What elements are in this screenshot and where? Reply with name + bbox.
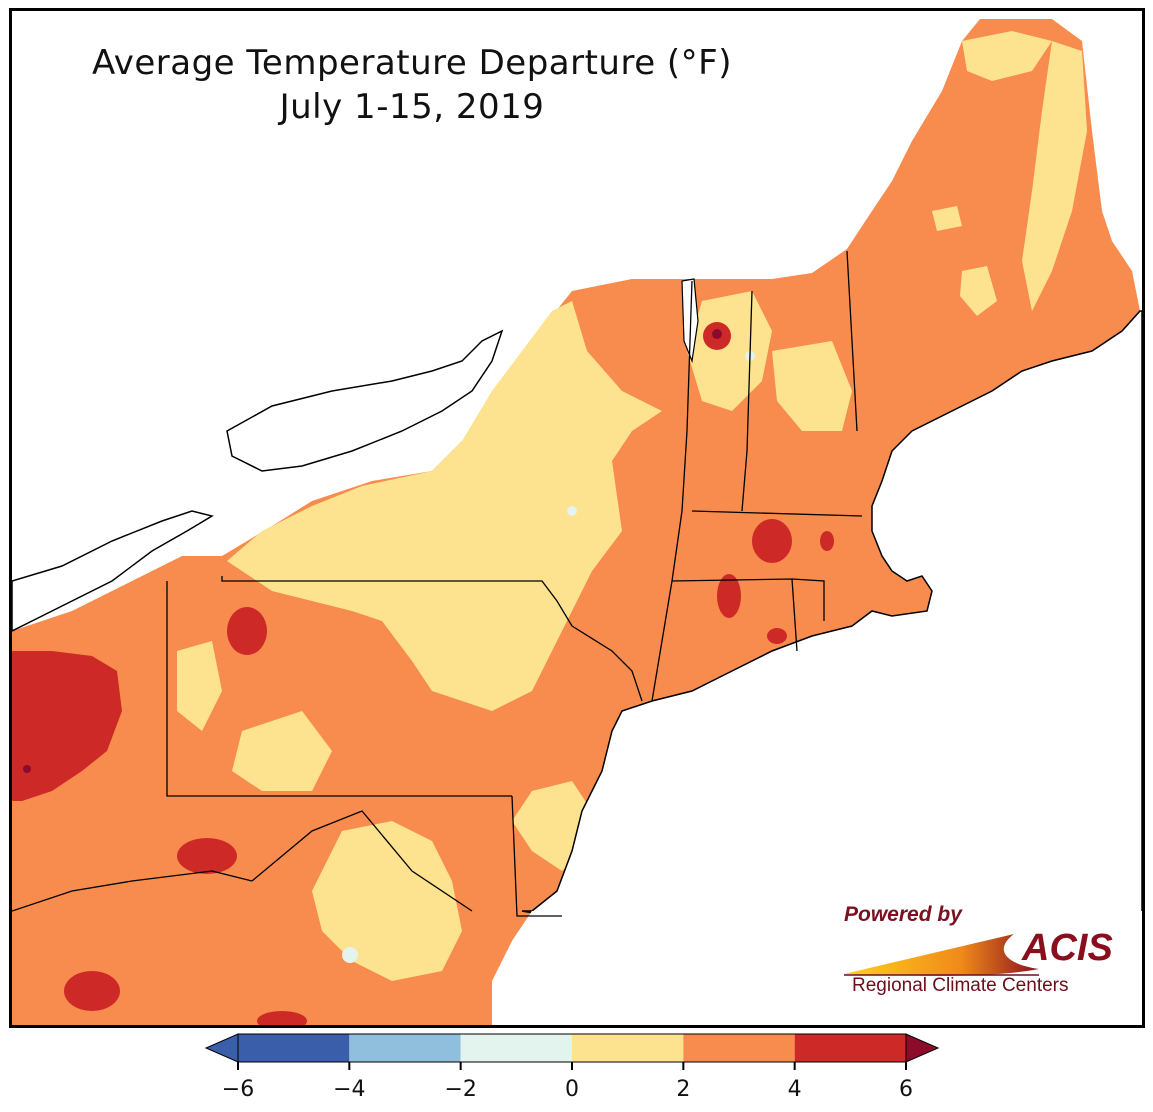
region-0-2 xyxy=(312,821,462,981)
atlantic-ocean xyxy=(492,911,1142,1025)
lake-champlain xyxy=(681,278,699,364)
region-0-2 xyxy=(932,206,962,231)
region-4-6 xyxy=(820,531,834,551)
region-0-2 xyxy=(772,341,852,431)
region-4-6 xyxy=(752,519,792,563)
legend-tick-label: 6 xyxy=(899,1077,913,1102)
region-4-6 xyxy=(177,838,237,874)
region-4-6 xyxy=(767,628,787,644)
map-title: Average Temperature Departure (°F) July … xyxy=(52,41,772,129)
legend-bin xyxy=(683,1034,795,1062)
color-legend: −6 −4 −2 0 2 4 6 xyxy=(204,1033,940,1102)
logo-swoosh-icon xyxy=(844,934,1039,976)
legend-bin xyxy=(572,1034,684,1062)
legend-bin xyxy=(460,1034,572,1062)
logo-acis-text: ACIS xyxy=(1022,927,1113,969)
legend-tick-label: −4 xyxy=(333,1077,365,1102)
region-0-2 xyxy=(960,266,997,316)
lake-ontario xyxy=(226,329,504,472)
map-frame: Average Temperature Departure (°F) July … xyxy=(9,8,1145,1028)
region-4-6 xyxy=(257,1011,307,1025)
region-4-6 xyxy=(64,971,120,1011)
temperature-map xyxy=(12,19,1142,1025)
legend-tick-label: −2 xyxy=(444,1077,476,1102)
legend-tick-label: 0 xyxy=(565,1077,579,1102)
logo-powered-text: Powered by xyxy=(844,903,962,926)
legend-extend-high xyxy=(905,1033,940,1063)
region-neg2-0 xyxy=(342,947,358,963)
region-4-6 xyxy=(717,574,741,618)
legend-extend-low xyxy=(204,1033,239,1063)
region-0-2 xyxy=(232,711,332,791)
title-line-2: July 1-15, 2019 xyxy=(279,87,545,127)
lake-erie xyxy=(12,510,214,632)
region-0-2 xyxy=(227,301,662,711)
region-gt-6 xyxy=(712,329,722,339)
region-neg2-0 xyxy=(567,506,577,516)
region-0-2 xyxy=(962,31,1052,81)
legend-tick-label: 2 xyxy=(676,1077,690,1102)
legend-tick-label: 4 xyxy=(788,1077,802,1102)
legend-bin xyxy=(349,1034,461,1062)
logo-subtitle: Regional Climate Centers xyxy=(852,975,1069,996)
legend-tick-label: −6 xyxy=(222,1077,254,1102)
atlantic-ocean xyxy=(521,310,1142,1025)
region-0-2 xyxy=(177,641,222,731)
legend-bin xyxy=(238,1034,350,1062)
region-4-6 xyxy=(227,607,267,655)
legend-bin xyxy=(794,1034,906,1062)
title-line-1: Average Temperature Departure (°F) xyxy=(91,43,733,83)
region-gt-6 xyxy=(23,765,31,773)
state-borders xyxy=(12,250,863,917)
acis-logo: Powered by ACIS Regional Climate Centers xyxy=(834,901,1124,1011)
region-4-6 xyxy=(12,651,122,801)
region-0-2 xyxy=(1022,41,1087,311)
